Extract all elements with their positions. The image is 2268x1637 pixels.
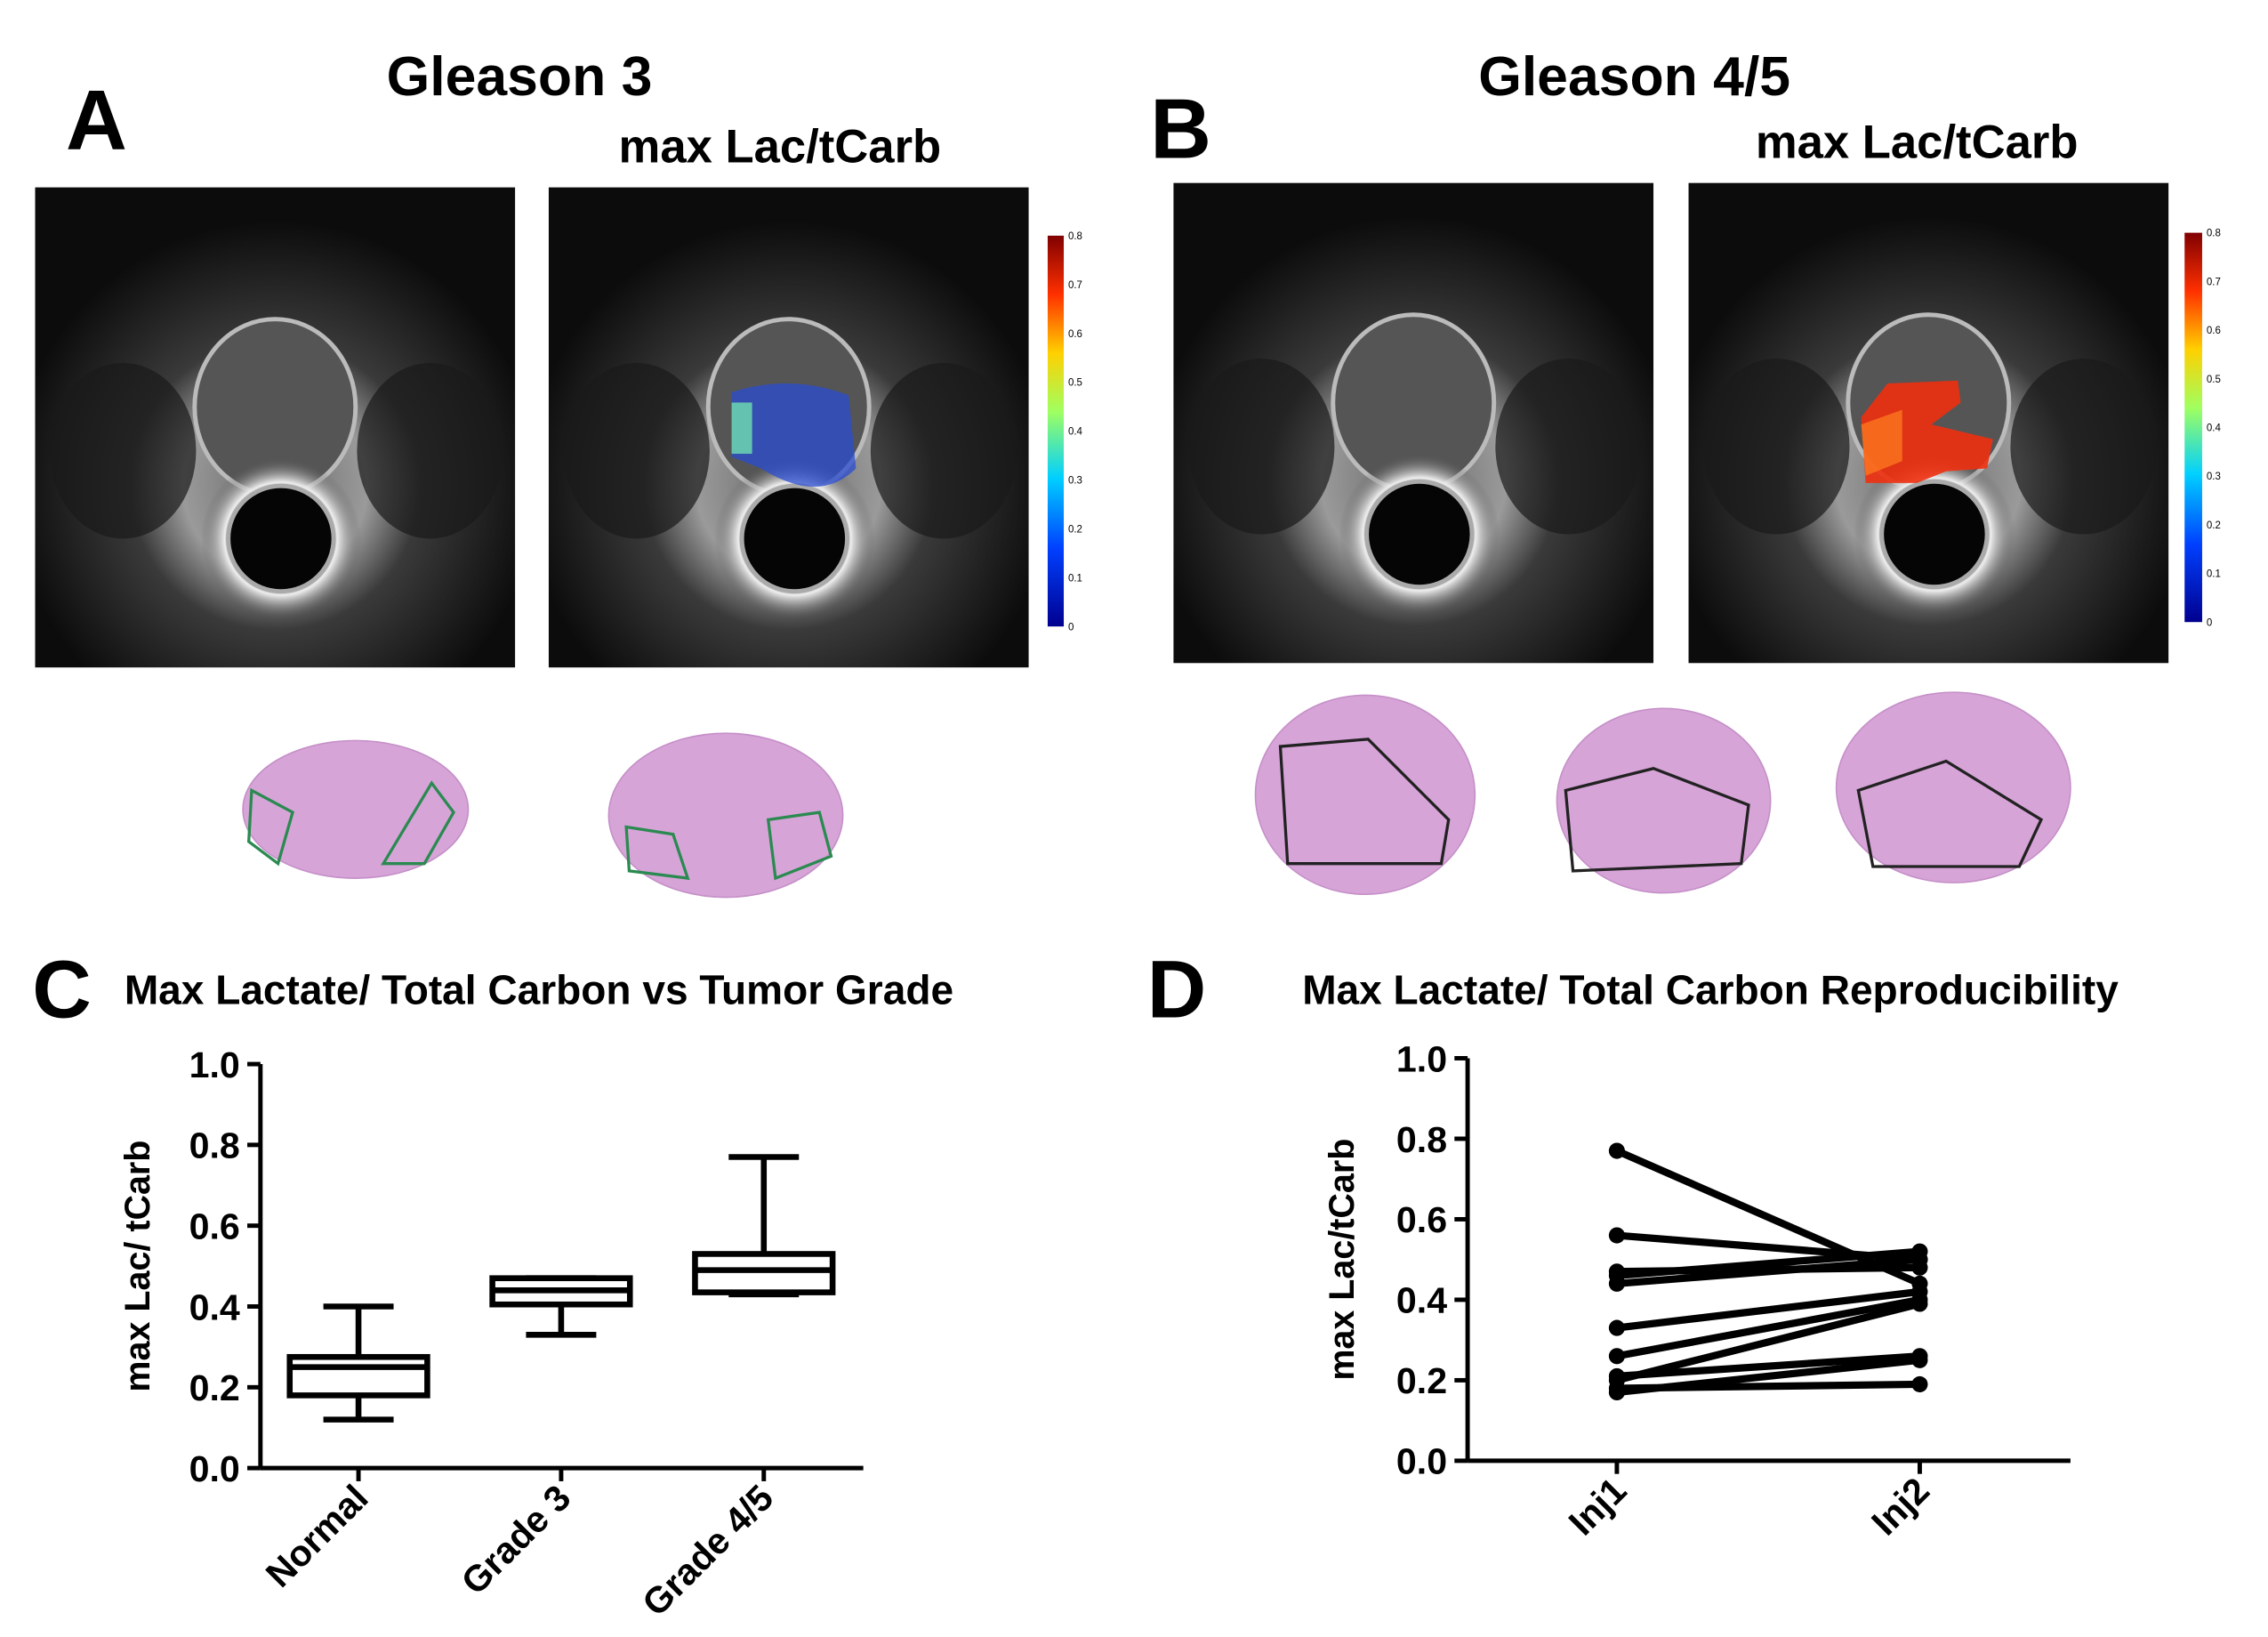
point xyxy=(1608,1348,1625,1365)
point xyxy=(1608,1383,1625,1401)
colorbar-tick-label: 0.2 xyxy=(2207,520,2221,531)
x-tick-label: Grade 3 xyxy=(454,1477,579,1602)
series-line xyxy=(1615,1300,1921,1384)
point xyxy=(1911,1351,1928,1368)
panel-label: B xyxy=(1150,83,1211,177)
colorbar-tick-label: 0.2 xyxy=(1068,524,1082,535)
panel-label: C xyxy=(32,943,92,1035)
overlay-title: max Lac/tCarb xyxy=(1756,117,2079,169)
mri-image xyxy=(1173,183,1653,664)
mri-image xyxy=(35,188,515,668)
point xyxy=(1911,1295,1928,1312)
y-tick-label: 1.0 xyxy=(1396,1038,1447,1079)
colorbar-tick-label: 0 xyxy=(2207,617,2212,628)
y-tick-label: 0.4 xyxy=(1396,1280,1447,1321)
y-tick-label: 0.0 xyxy=(189,1448,240,1489)
panel-title: Gleason 4/5 xyxy=(1478,45,1790,108)
point xyxy=(1608,1275,1625,1292)
box xyxy=(286,1353,430,1399)
y-tick-label: 0.6 xyxy=(189,1206,240,1246)
series-line xyxy=(1616,1255,1920,1287)
point xyxy=(1911,1251,1928,1268)
y-tick-label: 0.2 xyxy=(1396,1360,1447,1401)
y-axis-label: max Lac/ tCarb xyxy=(118,1141,157,1392)
chart-title: Max Lactate/ Total Carbon Reproducibilit… xyxy=(1302,967,2119,1013)
y-tick-label: 0.2 xyxy=(189,1367,240,1408)
x-tick-label: Normal xyxy=(258,1477,376,1595)
series-line xyxy=(1616,1247,1920,1279)
colorbar-tick-label: 0.3 xyxy=(1068,476,1082,487)
colorbar-tick-label: 0.7 xyxy=(2207,277,2221,287)
colorbar-tick-label: 0.1 xyxy=(2207,569,2221,580)
colorbar-tick-label: 0.3 xyxy=(2207,472,2221,482)
colorbar-tick-label: 0.1 xyxy=(1068,573,1082,584)
x-tick-label: Inj1 xyxy=(1561,1470,1635,1544)
colorbar xyxy=(1047,235,1065,627)
y-tick-label: 0.0 xyxy=(1396,1441,1447,1482)
colorbar-tick-label: 0.5 xyxy=(2207,375,2221,385)
panel-title: Gleason 3 xyxy=(387,45,653,108)
series-line xyxy=(1616,1352,1920,1380)
colorbar-tick-label: 0.5 xyxy=(1068,378,1082,389)
y-tick-label: 0.6 xyxy=(1396,1199,1447,1240)
histology xyxy=(242,691,2071,899)
x-tick-label: Inj2 xyxy=(1863,1470,1937,1544)
chart-title: Max Lactate/ Total Carbon vs Tumor Grade xyxy=(125,967,953,1013)
overlay-map xyxy=(731,402,752,455)
colorbar-tick-label: 0.7 xyxy=(1068,280,1082,291)
point xyxy=(1608,1142,1625,1159)
colorbar-tick-label: 0.8 xyxy=(2207,229,2221,239)
panel-label: D xyxy=(1147,943,1207,1035)
tumor-outline xyxy=(246,738,2044,881)
panel-label: A xyxy=(66,74,127,168)
colorbar-tick-label: 0.4 xyxy=(1068,427,1083,438)
overlay-map xyxy=(731,383,857,488)
colorbar-tick-label: 0.6 xyxy=(2207,326,2221,336)
colorbar-tick-label: 0 xyxy=(1068,622,1074,633)
series-line xyxy=(1616,1287,1920,1332)
y-tick-label: 0.8 xyxy=(189,1125,240,1166)
colorbar-tick-label: 0.6 xyxy=(1068,329,1082,340)
colorbar-tick-label: 0.4 xyxy=(2207,423,2222,434)
y-tick-label: 1.0 xyxy=(189,1044,240,1085)
x-tick-label: Grade 4/5 xyxy=(634,1477,781,1624)
series-line xyxy=(1616,1356,1920,1397)
series-line xyxy=(1616,1295,1921,1360)
y-tick-label: 0.8 xyxy=(1396,1119,1447,1160)
overlay-map xyxy=(1861,409,1902,476)
colorbar-tick-label: 0.8 xyxy=(1068,231,1082,242)
overlay-title: max Lac/tCarb xyxy=(619,121,942,173)
point xyxy=(1608,1227,1625,1244)
box xyxy=(692,1251,836,1295)
y-tick-label: 0.4 xyxy=(189,1286,240,1327)
y-axis-label: max Lac/tCarb xyxy=(1323,1139,1362,1381)
point xyxy=(1608,1319,1625,1336)
point xyxy=(1911,1375,1928,1392)
colorbar xyxy=(2184,232,2202,623)
